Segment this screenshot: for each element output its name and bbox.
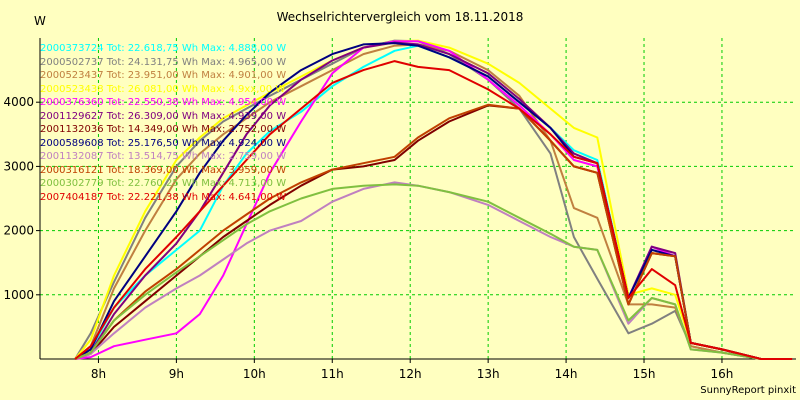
series-line-12 [74,60,793,360]
x-tick-label: 15h [633,367,656,381]
series-line-5 [74,40,793,360]
y-tick-label: 4000 [3,95,34,109]
legend-entry-3: 2000523437 Tot: 23.951,00 Wh Max: 4.901,… [40,70,287,81]
legend-entry-4: 2000523438 Tot: 26.081,00 Wh Max: 4.9xx,… [40,83,286,95]
legend-entry-2: 2000502737 Tot: 24.131,75 Wh Max: 4.965,… [40,56,287,68]
x-tick-label: 11h [321,367,344,381]
series-line-10 [74,103,793,360]
legend-entry-1: 2000373724 Tot: 22.618,75 Wh Max: 4.888,… [40,43,287,54]
legend-entry-7: 2001132036 Tot: 14.349,00 Wh Max: 2.752,… [40,124,287,135]
x-tick-label: 12h [399,367,422,381]
legend-entry-12: 2007404187 Tot: 22.221,38 Wh Max: 4.641,… [40,191,287,203]
chart-title: Wechselrichtervergleich vom 18.11.2018 [276,10,524,24]
y-tick-label: 1000 [3,288,34,302]
chart-legend: 2000373724 Tot: 22.618,75 Wh Max: 4.888,… [40,42,286,204]
legend-entry-8: 2000589608 Tot: 25.176,50 Wh Max: 4.924,… [40,137,287,149]
footer-credit: SunnyReport pinxit [700,385,796,396]
x-tick-label: 16h [711,367,734,381]
x-tick-label: 10h [243,367,266,381]
legend-entry-5: 2000376360 Tot: 22.550,38 Wh Max: 4.954,… [40,97,287,108]
x-tick-label: 8h [91,367,106,381]
x-tick-label: 9h [169,367,184,381]
series-line-11 [74,183,793,360]
legend-entry-6: 2001129627 Tot: 26.309,00 Wh Max: 4.939,… [40,110,287,122]
x-tick-label: 13h [477,367,500,381]
y-tick-label: 3000 [3,159,34,173]
plot-area [40,38,796,359]
legend-entry-11: 2000302779 Tot: 22.760,25 Wh Max: 4.713,… [40,178,287,189]
legend-entry-10: 2000316121 Tot: 18.369,00 Wh Max: 3.959,… [40,164,287,176]
series-line-6 [74,41,793,360]
y-axis-unit-label: W [34,14,46,28]
y-tick-label: 2000 [3,224,34,238]
series-line-8 [74,42,793,360]
x-tick-label: 14h [555,367,578,381]
legend-entry-9: 2001132087 Tot: 13.514,75 Wh Max: 2.759,… [40,151,287,162]
